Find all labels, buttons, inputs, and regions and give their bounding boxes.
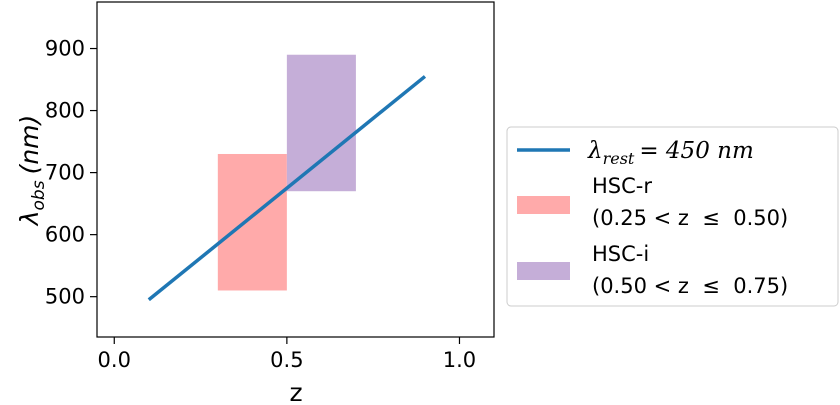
x-tick-label: 0.0 xyxy=(98,348,131,372)
legend-line-symbol: λ xyxy=(587,138,603,164)
legend-range-hsc-i: (0.50 < z ≤ 0.75) xyxy=(592,274,788,298)
x-axis-ticks: 0.0 0.5 1.0 xyxy=(98,337,476,372)
legend-frame xyxy=(506,126,839,307)
y-axis-label-unit: (nm) xyxy=(15,115,44,175)
y-axis-ticks: 500 600 700 800 900 xyxy=(45,37,97,309)
legend-line-rest: = 450 nm xyxy=(639,138,753,164)
y-tick-label: 600 xyxy=(45,223,85,247)
legend-swatch-hsc-i xyxy=(517,262,570,280)
x-axis-label: z xyxy=(289,378,302,405)
y-axis-label-symbol: λ xyxy=(15,210,44,227)
legend: λrest = 450 nm HSC-r (0.25 < z ≤ 0.50) HS… xyxy=(506,126,839,307)
y-tick-label: 500 xyxy=(45,285,85,309)
x-tick-label: 0.5 xyxy=(270,348,303,372)
legend-label-hsc-i: HSC-i xyxy=(592,242,649,266)
y-tick-label: 800 xyxy=(45,99,85,123)
legend-label-hsc-r: HSC-r xyxy=(592,174,652,198)
series-line-rest xyxy=(147,75,427,302)
legend-range-hsc-r: (0.25 < z ≤ 0.50) xyxy=(592,206,788,230)
region-hsc-r xyxy=(217,153,287,291)
y-tick-label: 900 xyxy=(45,37,85,61)
x-tick-label: 1.0 xyxy=(443,348,476,372)
legend-label-line: λrest = 450 nm xyxy=(587,138,754,168)
plot-frame xyxy=(96,1,495,338)
legend-line-subscript: rest xyxy=(603,149,635,168)
y-tick-label: 700 xyxy=(45,161,85,185)
legend-swatch-hsc-r xyxy=(517,196,570,214)
plot-lines xyxy=(147,75,427,302)
region-hsc-i xyxy=(286,54,356,192)
y-axis-label-subscript: obs xyxy=(29,180,49,210)
y-axis-label: λobs (nm) xyxy=(15,115,49,228)
plot-regions xyxy=(217,54,356,291)
